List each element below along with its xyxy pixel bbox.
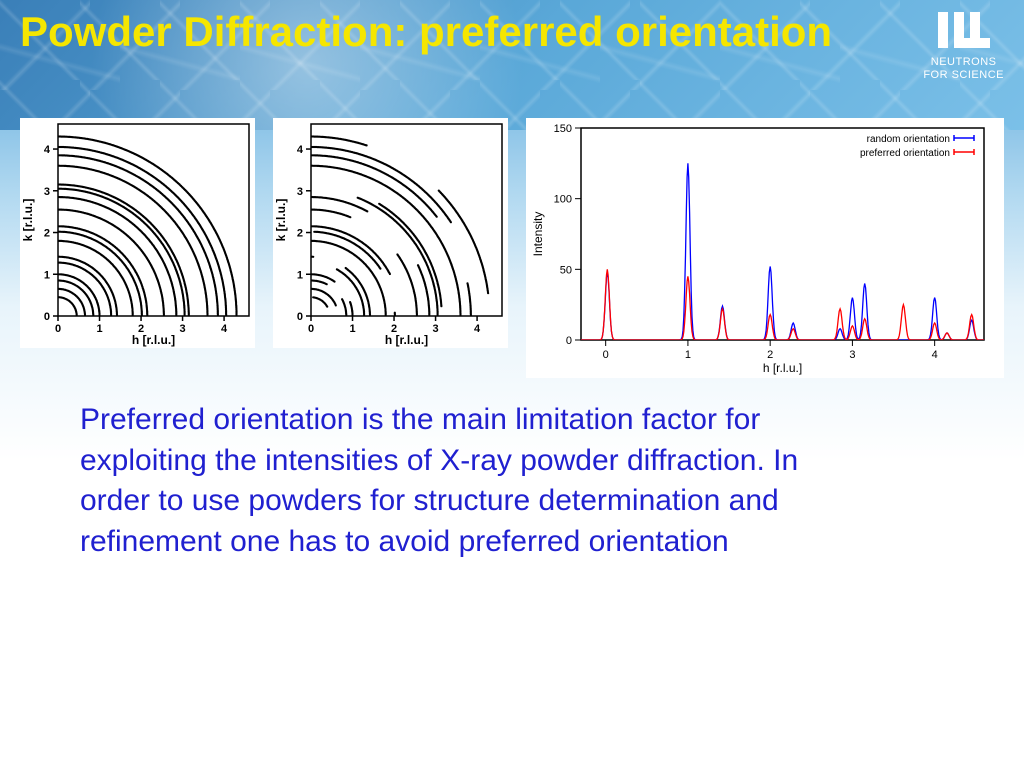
svg-text:1: 1	[44, 269, 50, 281]
svg-text:h [r.l.u.]: h [r.l.u.]	[763, 361, 802, 375]
svg-text:2: 2	[767, 349, 773, 361]
svg-text:random orientation: random orientation	[867, 134, 950, 145]
svg-text:3: 3	[849, 349, 855, 361]
svg-text:4: 4	[474, 323, 481, 335]
svg-text:3: 3	[433, 323, 439, 335]
svg-text:0: 0	[55, 323, 61, 335]
svg-text:4: 4	[932, 349, 938, 361]
svg-text:0: 0	[44, 311, 50, 323]
svg-text:2: 2	[297, 228, 303, 240]
ring-plot-preferred: 0123401234h [r.l.u.]k [r.l.u.]	[273, 118, 508, 348]
intensity-line-plot: 0 1 2 3 4 0 50 100 150 h [r.l.u.] Intensity random …	[526, 118, 1004, 378]
svg-text:h [r.l.u.]: h [r.l.u.]	[385, 333, 428, 347]
svg-text:1: 1	[685, 349, 691, 361]
institute-logo: NEUTRONS FOR SCIENCE	[923, 8, 1004, 82]
svg-text:4: 4	[221, 323, 228, 335]
svg-text:h [r.l.u.]: h [r.l.u.]	[132, 333, 175, 347]
ill-logo-icon	[936, 8, 992, 52]
svg-text:4: 4	[44, 144, 51, 156]
svg-text:150: 150	[554, 123, 572, 135]
svg-text:100: 100	[554, 194, 572, 206]
svg-text:2: 2	[44, 228, 50, 240]
svg-text:0: 0	[308, 323, 314, 335]
logo-text-line2: FOR SCIENCE	[923, 69, 1004, 82]
svg-text:3: 3	[44, 186, 50, 198]
slide-title: Powder Diffraction: preferred orientatio…	[20, 8, 832, 56]
body-paragraph: Preferred orientation is the main limita…	[80, 400, 840, 562]
svg-text:0: 0	[603, 349, 609, 361]
svg-text:1: 1	[96, 323, 102, 335]
svg-text:1: 1	[349, 323, 355, 335]
svg-text:1: 1	[297, 269, 303, 281]
svg-text:Intensity: Intensity	[531, 212, 545, 257]
svg-text:0: 0	[566, 335, 572, 347]
svg-text:50: 50	[560, 264, 572, 276]
svg-text:4: 4	[297, 144, 304, 156]
svg-text:k [r.l.u.]: k [r.l.u.]	[21, 199, 35, 242]
svg-text:0: 0	[297, 311, 303, 323]
svg-text:3: 3	[180, 323, 186, 335]
figures-row: 0123401234h [r.l.u.]k [r.l.u.] 012340123…	[20, 118, 1004, 378]
svg-text:preferred orientation: preferred orientation	[860, 148, 950, 159]
ring-plot-random: 0123401234h [r.l.u.]k [r.l.u.]	[20, 118, 255, 348]
logo-text-line1: NEUTRONS	[923, 56, 1004, 69]
svg-text:3: 3	[297, 186, 303, 198]
svg-text:k [r.l.u.]: k [r.l.u.]	[274, 199, 288, 242]
